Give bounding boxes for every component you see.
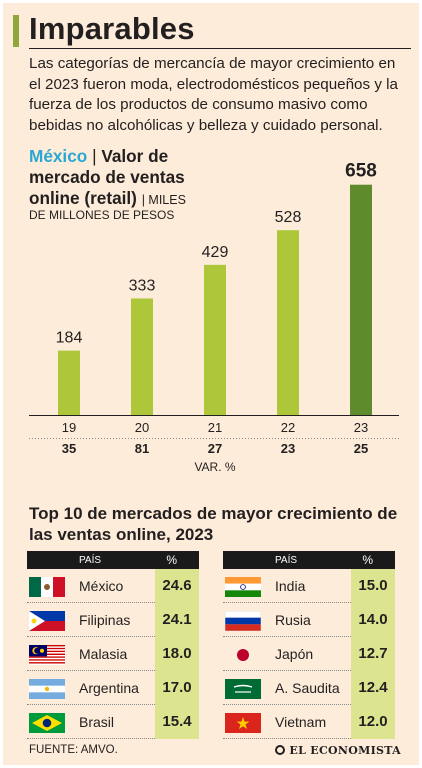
growth-value: 24.1	[155, 603, 199, 637]
table-row: México 24.6	[27, 569, 199, 603]
chart-country: México	[29, 146, 88, 166]
tick-label-19: 19	[62, 420, 76, 435]
data-label-19: 184	[56, 330, 83, 347]
intro-paragraph: Las categorías de mercancía de mayor cre…	[29, 55, 398, 134]
growth-value: 14.0	[351, 603, 395, 637]
growth-value: 12.7	[351, 637, 395, 671]
country-name: Filipinas	[79, 612, 131, 628]
logo-text: EL ECONOMISTA	[289, 744, 401, 757]
variation-21: 27	[208, 441, 222, 456]
table-row: Vietnam 12.0	[223, 705, 395, 739]
data-label-23: 658	[345, 161, 377, 182]
tick-label-23: 23	[354, 420, 368, 435]
tick-label-21: 21	[208, 420, 222, 435]
country-name: Malasia	[79, 646, 128, 662]
variation-19: 35	[62, 441, 76, 456]
title-divider	[29, 48, 411, 49]
russia-flag-icon	[225, 611, 261, 631]
top10-table-right: PAÍS % India 15.0 Rusia 14.0 Japón 12.7 A. Sau…	[223, 551, 395, 739]
tick-label-22: 22	[281, 420, 295, 435]
variation-20: 81	[135, 441, 149, 456]
malaysia-flag-icon	[29, 645, 65, 665]
growth-value: 12.0	[351, 705, 395, 739]
philippines-flag-icon	[29, 611, 65, 631]
header-country: PAÍS	[275, 555, 298, 566]
table-row: Japón 12.7	[223, 637, 395, 671]
table-row: India 15.0	[223, 569, 395, 603]
publisher-logo: EL ECONOMISTA	[275, 744, 401, 757]
japan-flag-icon	[225, 645, 261, 665]
country-name: Argentina	[79, 680, 139, 696]
growth-value: 24.6	[155, 569, 199, 603]
growth-value: 15.4	[155, 705, 199, 739]
chart-units-part1: | MILES	[141, 193, 186, 207]
bar-22	[277, 230, 299, 415]
country-name: México	[79, 578, 124, 594]
bar-23	[350, 184, 372, 415]
table-row: Filipinas 24.1	[27, 603, 199, 637]
country-name: Japón	[275, 646, 314, 662]
vietnam-flag-icon	[225, 713, 261, 733]
table-row: Malasia 18.0	[27, 637, 199, 671]
growth-value: 15.0	[351, 569, 395, 603]
country-name: A. Saudita	[275, 680, 340, 696]
bar-chart: 184 19 35 333 20 81 429 21 27 528 22 23 658 23 25 VAR. …	[29, 161, 399, 473]
data-label-20: 333	[129, 277, 156, 294]
variation-23: 25	[354, 441, 368, 456]
table-row: Brasil 15.4	[27, 705, 199, 739]
header-percent: %	[166, 553, 177, 567]
growth-value: 12.4	[351, 671, 395, 705]
country-name: Brasil	[79, 714, 115, 730]
chart-heading: México | Valor de mercado de ventas onli…	[29, 146, 229, 211]
table-header: PAÍS %	[223, 551, 395, 569]
chart-title: Valor de mercado de ventas online (retai…	[29, 146, 185, 208]
growth-value: 17.0	[155, 671, 199, 705]
bar-19	[58, 350, 80, 415]
growth-value: 18.0	[155, 637, 199, 671]
country-name: Rusia	[275, 612, 311, 628]
data-label-21: 429	[202, 244, 229, 261]
header-country: PAÍS	[79, 555, 102, 566]
chart-units-part2: DE MILLONES DE PESOS	[29, 208, 175, 222]
page-title: Imparables	[29, 11, 195, 46]
table-row: Rusia 14.0	[223, 603, 395, 637]
argentina-flag-icon	[29, 679, 65, 699]
top10-table-left: PAÍS % México 24.6 Filipinas 24.1 Malasia 18.…	[27, 551, 199, 739]
logo-mark-icon	[275, 745, 286, 755]
top10-title: Top 10 de mercados de mayor crecimiento …	[29, 504, 398, 544]
table-row: Argentina 17.0	[27, 671, 199, 705]
table-header: PAÍS %	[27, 551, 199, 569]
variation-22: 23	[281, 441, 295, 456]
title-accent-bar	[13, 15, 19, 47]
india-flag-icon	[225, 577, 261, 597]
data-label-22: 528	[275, 209, 302, 226]
country-name: Vietnam	[275, 714, 327, 730]
brazil-flag-icon	[29, 713, 65, 733]
table-row: A. Saudita 12.4	[223, 671, 395, 705]
header-percent: %	[362, 553, 373, 567]
mexico-flag-icon	[29, 577, 65, 597]
variation-label: VAR. %	[194, 460, 235, 473]
chart-heading-separator: |	[92, 146, 97, 166]
bar-20	[131, 298, 153, 415]
bar-21	[204, 264, 226, 415]
saudi-arabia-flag-icon	[225, 679, 261, 699]
tick-label-20: 20	[135, 420, 149, 435]
source-note: FUENTE: AMVO.	[29, 744, 118, 756]
country-name: India	[275, 578, 306, 594]
